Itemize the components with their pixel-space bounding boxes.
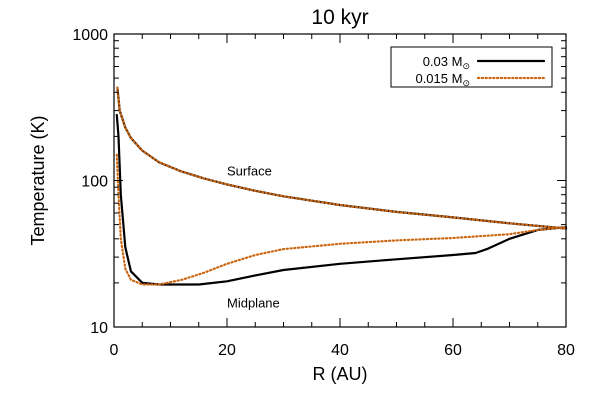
y-tick-label: 100 [81,174,108,191]
chart-title: 10 kyr [311,6,368,29]
annotation-surface: Surface [227,164,272,179]
x-tick-label: 80 [557,342,575,359]
y-tick-label: 1000 [72,27,108,44]
axis-ticks [113,33,567,328]
tick-labels: 0 20 40 60 80 10 100 1000 [72,27,575,359]
legend-box [390,46,553,88]
x-tick-label: 0 [110,342,119,359]
x-tick-label: 60 [444,342,462,359]
legend: 0.03 M⊙0.015 M⊙ [390,46,553,88]
series-line-midplane-dotted [115,153,568,286]
y-tick-label: 10 [90,320,108,337]
x-tick-label: 20 [218,342,236,359]
series-line-midplane-solid [115,113,568,286]
legend-label: 0.03 M⊙ [423,54,470,71]
series-line-surface-solid [116,86,568,230]
x-tick-label: 40 [331,342,349,359]
legend-label: 0.015 M⊙ [415,71,470,88]
series-line-surface-dotted [116,86,568,230]
y-axis-title: Temperature (K) [28,115,48,245]
data-series-group [115,86,568,286]
x-axis-title: R (AU) [313,364,368,384]
annotation-midplane: Midplane [227,295,280,310]
